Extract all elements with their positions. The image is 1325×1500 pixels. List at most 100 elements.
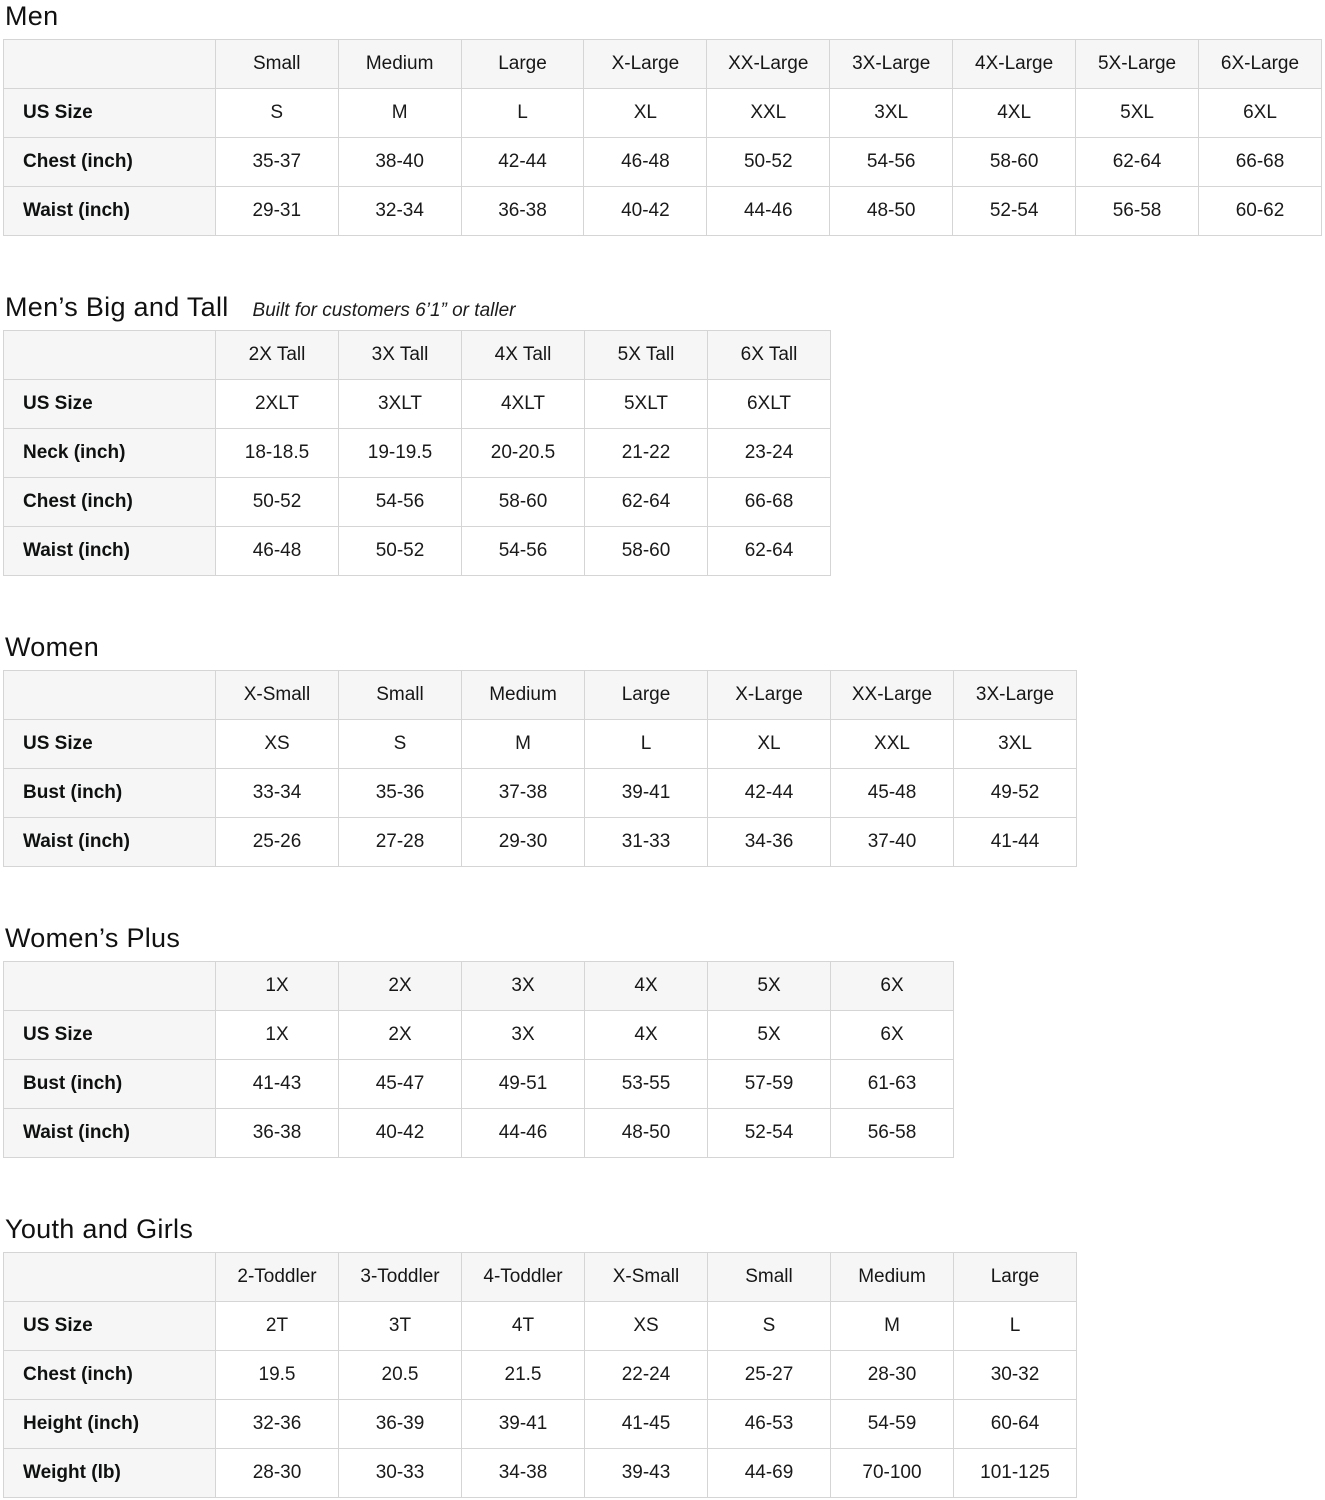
size-cell: XL xyxy=(707,719,831,769)
size-cell: XS xyxy=(584,1301,708,1351)
size-cell: 62-64 xyxy=(1075,137,1199,187)
size-cell: S xyxy=(707,1301,831,1351)
column-header: 4-Toddler xyxy=(461,1252,585,1302)
size-cell: 50-52 xyxy=(706,137,831,187)
size-cell: 6XL xyxy=(1198,88,1322,138)
column-header: Small xyxy=(338,670,462,720)
size-cell: 29-31 xyxy=(214,186,339,236)
column-header: 2X xyxy=(338,961,462,1011)
size-cell: 49-51 xyxy=(461,1059,585,1109)
size-cell: 62-64 xyxy=(584,477,708,527)
size-cell: 6X xyxy=(830,1010,954,1060)
size-cell: 58-60 xyxy=(952,137,1077,187)
column-header: 6X-Large xyxy=(1198,39,1322,89)
size-cell: 19-19.5 xyxy=(338,428,462,478)
size-cell: 29-30 xyxy=(461,817,585,867)
row-label: US Size xyxy=(3,1301,216,1351)
table-row: Bust (inch) 33-34 35-36 37-38 39-41 42-44 45-4… xyxy=(3,768,1077,818)
size-cell: 49-52 xyxy=(953,768,1077,818)
header-row: X-Small Small Medium Large X-Large XX-Large 3X… xyxy=(3,670,1077,720)
size-cell: 36-38 xyxy=(215,1108,339,1158)
row-label: US Size xyxy=(3,88,216,138)
size-cell: 35-37 xyxy=(214,137,339,187)
size-cell: 53-55 xyxy=(584,1059,708,1109)
size-cell: 56-58 xyxy=(830,1108,954,1158)
size-table-women: X-Small Small Medium Large X-Large XX-Large 3X… xyxy=(3,670,1077,867)
table-row: Height (inch) 32-36 36-39 39-41 41-45 46-53 54… xyxy=(3,1399,1077,1449)
size-cell: 5X xyxy=(707,1010,831,1060)
size-cell: 1X xyxy=(215,1010,339,1060)
row-label: US Size xyxy=(3,1010,216,1060)
size-cell: 21-22 xyxy=(584,428,708,478)
size-cell: 36-39 xyxy=(338,1399,462,1449)
table-row: Weight (lb) 28-30 30-33 34-38 39-43 44-69 70-1… xyxy=(3,1448,1077,1498)
size-cell: 37-38 xyxy=(461,768,585,818)
column-header: XX-Large xyxy=(706,39,831,89)
size-cell: 44-46 xyxy=(706,186,831,236)
size-cell: 30-32 xyxy=(953,1350,1077,1400)
size-cell: XS xyxy=(215,719,339,769)
row-label: Chest (inch) xyxy=(3,477,216,527)
table-row: Waist (inch) 46-48 50-52 54-56 58-60 62-64 xyxy=(3,526,831,576)
column-header: 3X-Large xyxy=(953,670,1077,720)
column-header: 1X xyxy=(215,961,339,1011)
size-cell: 2XLT xyxy=(215,379,339,429)
size-cell: XXL xyxy=(830,719,954,769)
row-label: Waist (inch) xyxy=(3,817,216,867)
section-title: Men’s Big and Tall xyxy=(5,292,229,322)
table-row: Neck (inch) 18-18.5 19-19.5 20-20.5 21-22 23-… xyxy=(3,428,831,478)
row-label: Weight (lb) xyxy=(3,1448,216,1498)
size-cell: 41-43 xyxy=(215,1059,339,1109)
row-label: Waist (inch) xyxy=(3,1108,216,1158)
row-label: Chest (inch) xyxy=(3,1350,216,1400)
column-header: X-Large xyxy=(707,670,831,720)
column-header: Medium xyxy=(337,39,462,89)
table-row: Waist (inch) 36-38 40-42 44-46 48-50 52-54 56-… xyxy=(3,1108,954,1158)
size-cell: M xyxy=(830,1301,954,1351)
size-cell: 50-52 xyxy=(215,477,339,527)
corner-cell xyxy=(3,1252,216,1302)
corner-cell xyxy=(3,330,216,380)
table-row: US Size 1X 2X 3X 4X 5X 6X xyxy=(3,1010,954,1060)
table-row: US Size XS S M L XL XXL 3XL xyxy=(3,719,1077,769)
column-header: 3X Tall xyxy=(338,330,462,380)
size-cell: 4T xyxy=(461,1301,585,1351)
size-cell: 58-60 xyxy=(461,477,585,527)
size-cell: 21.5 xyxy=(461,1350,585,1400)
size-cell: 60-64 xyxy=(953,1399,1077,1449)
size-cell: XXL xyxy=(706,88,831,138)
section-title: Women’s Plus xyxy=(5,923,181,953)
size-cell: 60-62 xyxy=(1198,186,1322,236)
header-row: 2X Tall 3X Tall 4X Tall 5X Tall 6X Tall xyxy=(3,330,831,380)
section-title: Women xyxy=(5,632,100,662)
table-row: Waist (inch) 25-26 27-28 29-30 31-33 34-36 37-… xyxy=(3,817,1077,867)
size-cell: 3XL xyxy=(953,719,1077,769)
size-cell: 31-33 xyxy=(584,817,708,867)
size-cell: 28-30 xyxy=(830,1350,954,1400)
size-cell: 40-42 xyxy=(583,186,708,236)
size-cell: 45-47 xyxy=(338,1059,462,1109)
size-cell: 46-48 xyxy=(215,526,339,576)
row-label: Waist (inch) xyxy=(3,526,216,576)
table-row: Chest (inch) 50-52 54-56 58-60 62-64 66-68 xyxy=(3,477,831,527)
size-cell: 3XLT xyxy=(338,379,462,429)
size-cell: 25-26 xyxy=(215,817,339,867)
column-header: 2-Toddler xyxy=(215,1252,339,1302)
row-label: Bust (inch) xyxy=(3,1059,216,1109)
column-header: Small xyxy=(214,39,339,89)
size-cell: 2T xyxy=(215,1301,339,1351)
corner-cell xyxy=(3,961,216,1011)
size-cell: 4XL xyxy=(952,88,1077,138)
size-cell: 66-68 xyxy=(1198,137,1322,187)
size-cell: 54-56 xyxy=(461,526,585,576)
size-cell: 66-68 xyxy=(707,477,831,527)
size-cell: 41-45 xyxy=(584,1399,708,1449)
size-cell: 54-56 xyxy=(338,477,462,527)
column-header: Large xyxy=(584,670,708,720)
section-title: Youth and Girls xyxy=(5,1214,194,1244)
size-cell: 62-64 xyxy=(707,526,831,576)
section-subtitle: Built for customers 6’1” or taller xyxy=(252,300,516,321)
size-cell: 44-46 xyxy=(461,1108,585,1158)
column-header: 6X Tall xyxy=(707,330,831,380)
